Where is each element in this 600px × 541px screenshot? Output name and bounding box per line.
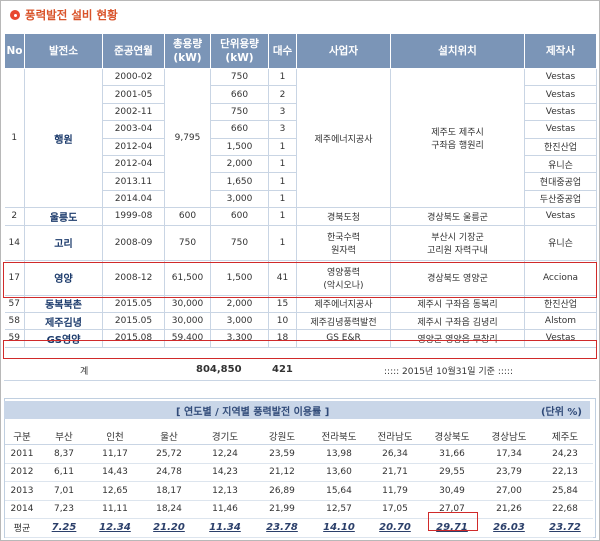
table-row: 2014.04 3,000 1 두산중공업	[5, 190, 597, 209]
summary-row: 계 804,850 421 ::::: 2015년 10월31일 기준 ::::…	[4, 360, 596, 381]
table-row: 2003-04 660 3 Vestas	[5, 120, 597, 139]
utilization-panel	[4, 398, 596, 538]
util-average-row: 평균 7.25 12.34 21.20 11.34 23.78 14.10 20.70 29.7…	[5, 518, 593, 538]
util-row: 2013 7,01 12,65 18,17 12,13 26,89 15,64 11,79 30…	[5, 481, 593, 501]
table-row: 2001-05 660 2 Vestas	[5, 85, 597, 104]
col-unit: 단위용량 (kW)	[210, 33, 269, 69]
bullet-icon	[10, 10, 20, 20]
col-location: 설치위치	[390, 33, 525, 69]
table-row: 2002-11 750 3 Vestas	[5, 103, 597, 122]
header-row: No 발전소 준공연월 총용량 (kW) 단위용량 (kW) 대수 사업자 설치위치…	[4, 33, 597, 69]
table-row: 58 제주김녕 2015.05 30,000 3,000 10 제주김녕풍력발전…	[4, 312, 597, 331]
table-row: 2012-04 1,500 1 한진산업	[5, 138, 597, 156]
util-row: 2012 6,11 14,43 24,78 14,23 21,12 13,60 21,71 29…	[5, 463, 593, 482]
table-row: 1 행원 2000-02 9,795 750 1 제주에너지공사 제주도 제주시…	[4, 68, 597, 209]
col-count: 대수	[268, 33, 297, 69]
util-row: 2014 7,23 11,11 18,24 11,46 21,99 12,57 17,05 27…	[5, 500, 593, 519]
util-header-row: 구분 부산 인천 울산 경기도 강원도 전라북도 전라남도 경상북도 경상남도 제주도	[5, 427, 593, 445]
col-date: 준공연월	[102, 33, 165, 69]
table-row: 14 고리 2008-09 750 750 1 한국수력 원자력 부산시 기장군 고…	[4, 225, 597, 261]
utilization-table: 구분 부산 인천 울산 경기도 강원도 전라북도 전라남도 경상북도 경상남도 제주도 2011 8,…	[5, 427, 593, 538]
highlight-box-gsyeongyang	[3, 340, 597, 359]
col-operator: 사업자	[296, 33, 391, 69]
wind-facility-table: No 발전소 준공연월 총용량 (kW) 단위용량 (kW) 대수 사업자 설치위치…	[4, 33, 597, 348]
page-title: 풍력발전 설비 현황	[10, 5, 118, 25]
col-no: No	[4, 33, 25, 69]
table-row: 2 울릉도 1999-08 600 600 1 경북도청 경상북도 울릉군 Ve…	[4, 207, 597, 226]
table-row: 2012-04 2,000 1 유니슨	[5, 155, 597, 174]
col-total: 총용량 (kW)	[164, 33, 211, 69]
table-row-highlighted: 59 GS영양 2015.08 59,400 3,300 18 GS E&R 영…	[4, 329, 597, 348]
table-row: 57 동복북촌 2015.05 30,000 2,000 15 제주에너지공사 …	[4, 295, 597, 313]
col-plant: 발전소	[24, 33, 103, 69]
highlight-box-yeongyang	[3, 262, 597, 298]
table-row: 2013.11 1,650 1 현대중공업	[5, 172, 597, 191]
table-row-highlighted: 17 영양 2008-12 61,500 1,500 41 영양풍력 (악시오나)…	[4, 260, 597, 296]
col-maker: 제작사	[524, 33, 597, 69]
util-row: 2011 8,37 11,17 25,72 12,24 23,59 13,98 26,34 31…	[5, 444, 593, 464]
utilization-header: [ 연도별 / 지역별 풍력발전 이용률 ] (단위 %)	[4, 401, 590, 419]
highlight-box-average-gyeongbuk	[428, 512, 478, 531]
